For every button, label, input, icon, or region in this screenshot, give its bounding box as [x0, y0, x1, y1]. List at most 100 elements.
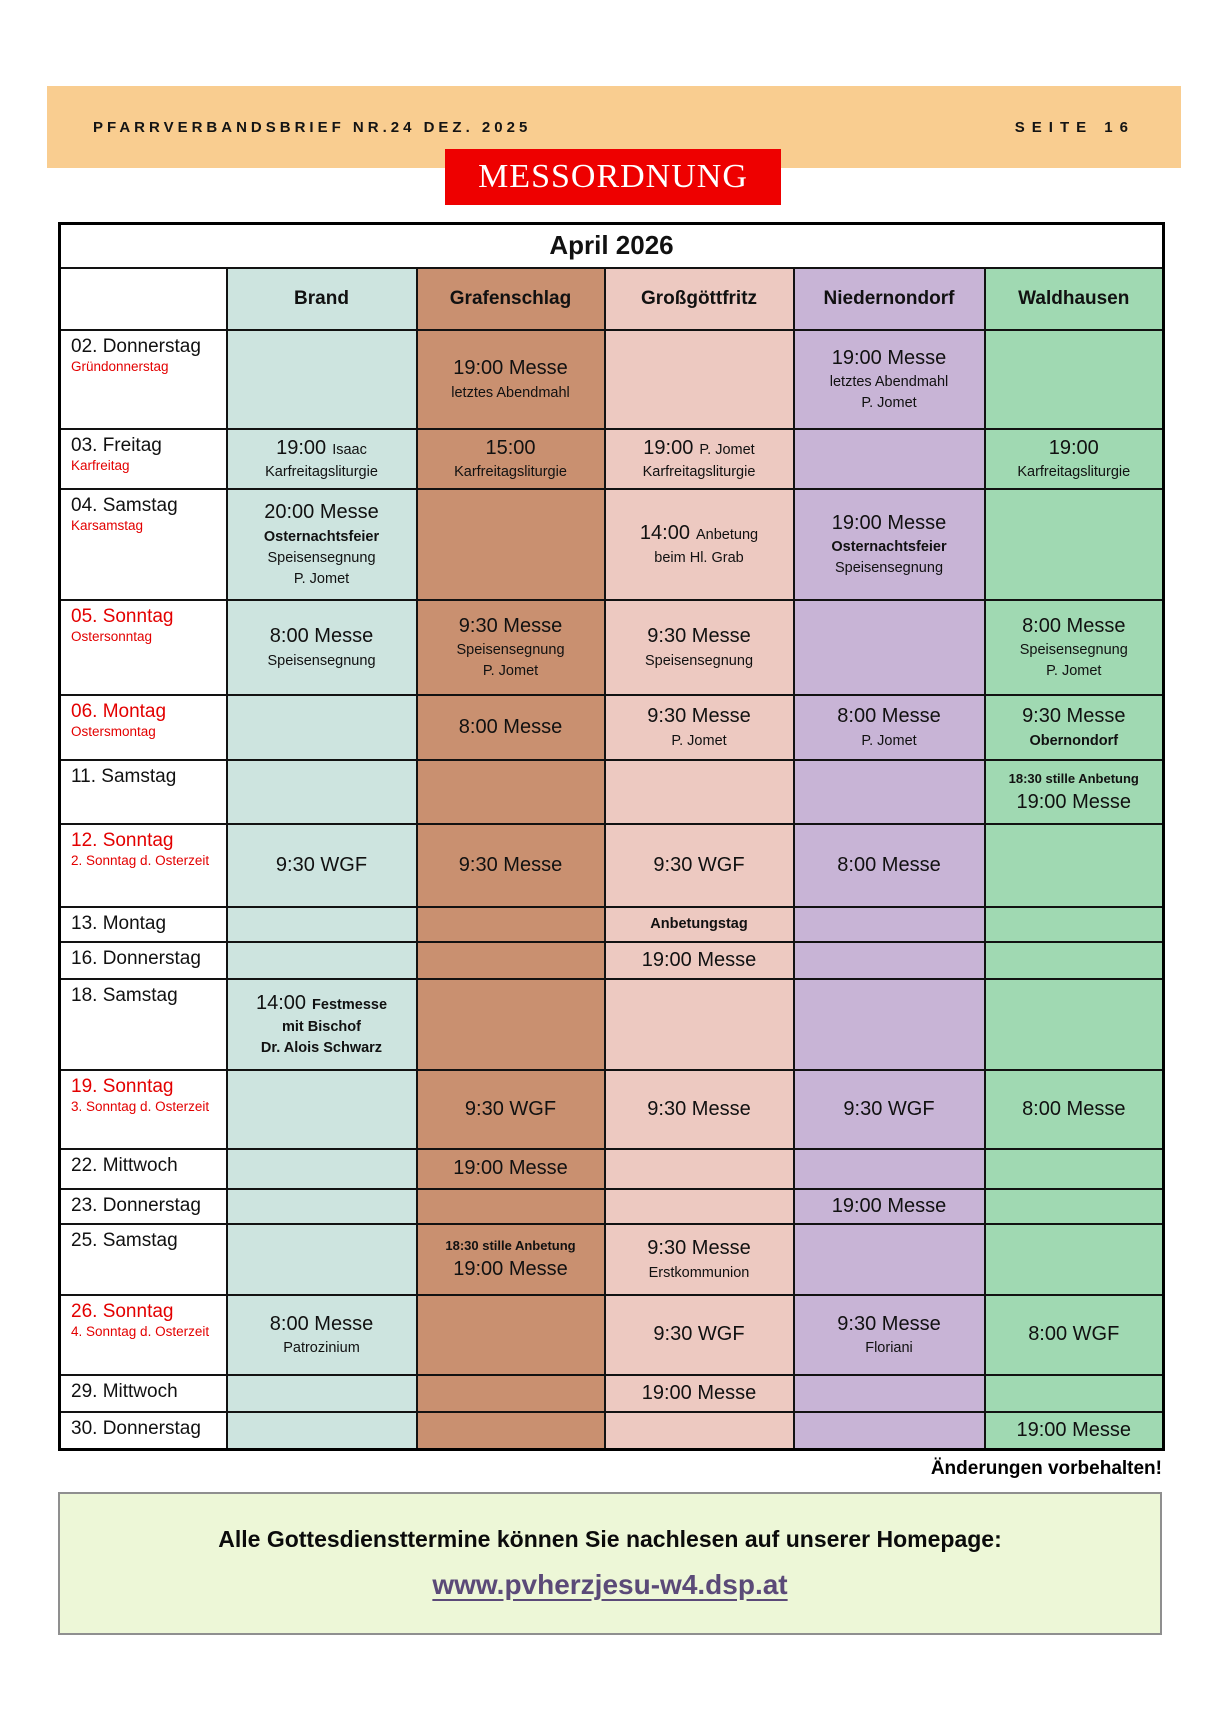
homepage-link[interactable]: www.pvherzjesu-w4.dsp.at — [432, 1569, 788, 1600]
schedule-cell: 19:00 Messe — [603, 1373, 795, 1413]
schedule-cell: 19:00 Messe — [415, 1147, 606, 1190]
row-day-label: 26. Sonntag — [71, 1300, 174, 1322]
schedule-cell: 8:00 Messe Patrozinium — [225, 1293, 418, 1376]
corner-cell — [58, 266, 228, 331]
schedule-entry-text: 19:00 Messe — [831, 1194, 947, 1217]
schedule-entry-text: 19:00 Messe — [641, 1381, 757, 1404]
schedule-entry-line: 9:30 WGF — [799, 1096, 980, 1122]
schedule-entry-line: 9:30 Messe — [422, 852, 600, 878]
table-row: 04. Samstag Karsamstag 20:00 Messe Osternac… — [58, 487, 1165, 601]
schedule-entry-text: Karfreitagsliturgie — [642, 464, 756, 481]
row-day-label: 23. Donnerstag — [71, 1194, 201, 1216]
schedule-entry-line: 8:00 WGF — [990, 1321, 1159, 1347]
schedule-cell — [603, 1147, 795, 1190]
date-cell: 11. Samstag — [58, 758, 228, 825]
table-row: 29. Mittwoch 19:00 Messe — [58, 1373, 1165, 1413]
schedule-cell — [415, 1410, 606, 1451]
schedule-entry-text: 19:00 — [643, 436, 694, 459]
schedule-cell — [983, 487, 1165, 601]
schedule-cell — [225, 1222, 418, 1296]
schedule-entry-line: Anbetungstag — [610, 913, 789, 934]
schedule-entry-text: 19:00 Messe — [453, 357, 568, 380]
schedule-entry-text: P. Jomet — [861, 395, 917, 412]
column-header-brand: Brand — [225, 266, 418, 331]
schedule-entry-text: Karfreitagsliturgie — [265, 464, 378, 481]
schedule-cell — [225, 1410, 418, 1451]
schedule-cell — [603, 977, 795, 1071]
table-title-row: April 2026 — [58, 222, 1165, 269]
row-feast-label: Gründonnerstag — [71, 359, 169, 375]
schedule-cell — [983, 328, 1165, 430]
schedule-entry-line: Speisensegnung — [799, 557, 980, 578]
table-row: 12. Sonntag 2. Sonntag d. Osterzeit 9:30 W… — [58, 822, 1165, 908]
table-row: 11. Samstag 18:30 stille Anbetung 19:00 Me… — [58, 758, 1165, 825]
schedule-cell: Anbetungstag — [603, 905, 795, 943]
schedule-entry-line: 9:30 Messe — [990, 703, 1159, 729]
schedule-entry-line: P. Jomet — [422, 660, 600, 681]
schedule-cell — [225, 940, 418, 980]
schedule-cell — [983, 977, 1165, 1071]
schedule-entry-text: 20:00 Messe — [264, 501, 379, 524]
schedule-cell: 9:30 WGF — [603, 1293, 795, 1376]
table-row: 25. Samstag 18:30 stille Anbetung 19:00 Me… — [58, 1222, 1165, 1296]
schedule-cell — [792, 940, 986, 980]
schedule-cell: 19:00 P. Jomet Karfreitagsliturgie — [603, 427, 795, 490]
schedule-entry-line: P. Jomet — [990, 660, 1159, 681]
schedule-entry-line: 8:00 Messe — [422, 714, 600, 740]
schedule-cell — [225, 328, 418, 430]
schedule-entry-text: Osternachtsfeier — [263, 528, 380, 545]
schedule-entry-line: 8:00 Messe — [232, 1311, 412, 1337]
schedule-entry-line: Karfreitagsliturgie — [990, 461, 1159, 482]
schedule-entry-line: Karfreitagsliturgie — [232, 461, 412, 482]
date-cell: 13. Montag — [58, 905, 228, 943]
schedule-cell: 8:00 Messe Speisensegnung — [225, 598, 418, 696]
schedule-entry-text: Speisensegnung — [834, 560, 944, 577]
schedule-entry-text: 14:00 — [255, 991, 307, 1014]
schedule-entry-line: Speisensegnung — [990, 639, 1159, 660]
schedule-entry-line: P. Jomet — [232, 568, 412, 589]
schedule-entry-text: 9:30 WGF — [275, 853, 368, 876]
column-header-waldhausen: Waldhausen — [983, 266, 1165, 331]
schedule-entry-line: 9:30 WGF — [422, 1096, 600, 1122]
schedule-entry-text: 9:30 Messe — [458, 853, 563, 876]
homepage-text: Alle Gottesdiensttermine können Sie nach… — [218, 1526, 1002, 1552]
schedule-entry-text: 8:00 WGF — [1028, 1323, 1120, 1346]
schedule-entry-text: letztes Abendmahl — [829, 374, 949, 391]
schedule-entry-line: Karfreitagsliturgie — [422, 461, 600, 482]
schedule-cell — [983, 1187, 1165, 1225]
schedule-entry-text: 9:30 Messe — [647, 1097, 751, 1120]
schedule-entry-line: 19:00 Messe — [422, 1155, 600, 1181]
schedule-entry-line: 9:30 Messe — [610, 1235, 789, 1261]
schedule-entry-line: 19:00 — [990, 435, 1159, 461]
schedule-entry-line: P. Jomet — [799, 392, 980, 413]
schedule-cell: 8:00 Messe — [792, 822, 986, 908]
schedule-entry-line: 9:30 WGF — [232, 852, 412, 878]
date-cell: 19. Sonntag 3. Sonntag d. Osterzeit — [58, 1068, 228, 1150]
schedule-cell — [415, 758, 606, 825]
row-day-label: 22. Mittwoch — [71, 1154, 178, 1176]
schedule-entry-text: 8:00 Messe — [269, 1312, 374, 1335]
schedule-entry-text: Speisensegnung — [1019, 642, 1128, 659]
row-day-label: 19. Sonntag — [71, 1075, 174, 1097]
schedule-entry-text: 14:00 — [639, 522, 690, 545]
date-cell: 25. Samstag — [58, 1222, 228, 1296]
schedule-entry-line: 8:00 Messe — [799, 703, 980, 729]
row-day-label: 03. Freitag — [71, 434, 162, 456]
schedule-cell — [415, 977, 606, 1071]
schedule-cell: 19:00 Messe letztes Abendmahl — [415, 328, 606, 430]
row-feast-label: 2. Sonntag d. Osterzeit — [71, 853, 210, 869]
schedule-entry-line: 19:00 Messe — [610, 1380, 789, 1406]
column-header-grossgoettfritz: Großgöttfritz — [603, 266, 795, 331]
schedule-entry-text: 9:30 WGF — [653, 1323, 745, 1346]
schedule-entry-line: Osternachtsfeier — [232, 526, 412, 547]
schedule-cell — [792, 1222, 986, 1296]
schedule-cell — [415, 905, 606, 943]
schedule-entry-text: 9:30 Messe — [647, 705, 751, 728]
table-title: April 2026 — [58, 222, 1165, 269]
schedule-entry-text: 18:30 stille Anbetung — [445, 1238, 576, 1254]
schedule-entry-line: 19:00 Isaac — [232, 435, 412, 461]
schedule-entry-line: beim Hl. Grab — [610, 547, 789, 568]
date-cell: 29. Mittwoch — [58, 1373, 228, 1413]
schedule-entry-line: 9:30 WGF — [610, 852, 789, 878]
table-row: 05. Sonntag Ostersonntag 8:00 Messe Speisen… — [58, 598, 1165, 696]
